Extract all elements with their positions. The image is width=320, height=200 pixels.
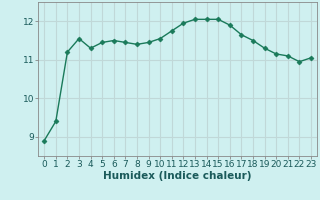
X-axis label: Humidex (Indice chaleur): Humidex (Indice chaleur) xyxy=(103,171,252,181)
